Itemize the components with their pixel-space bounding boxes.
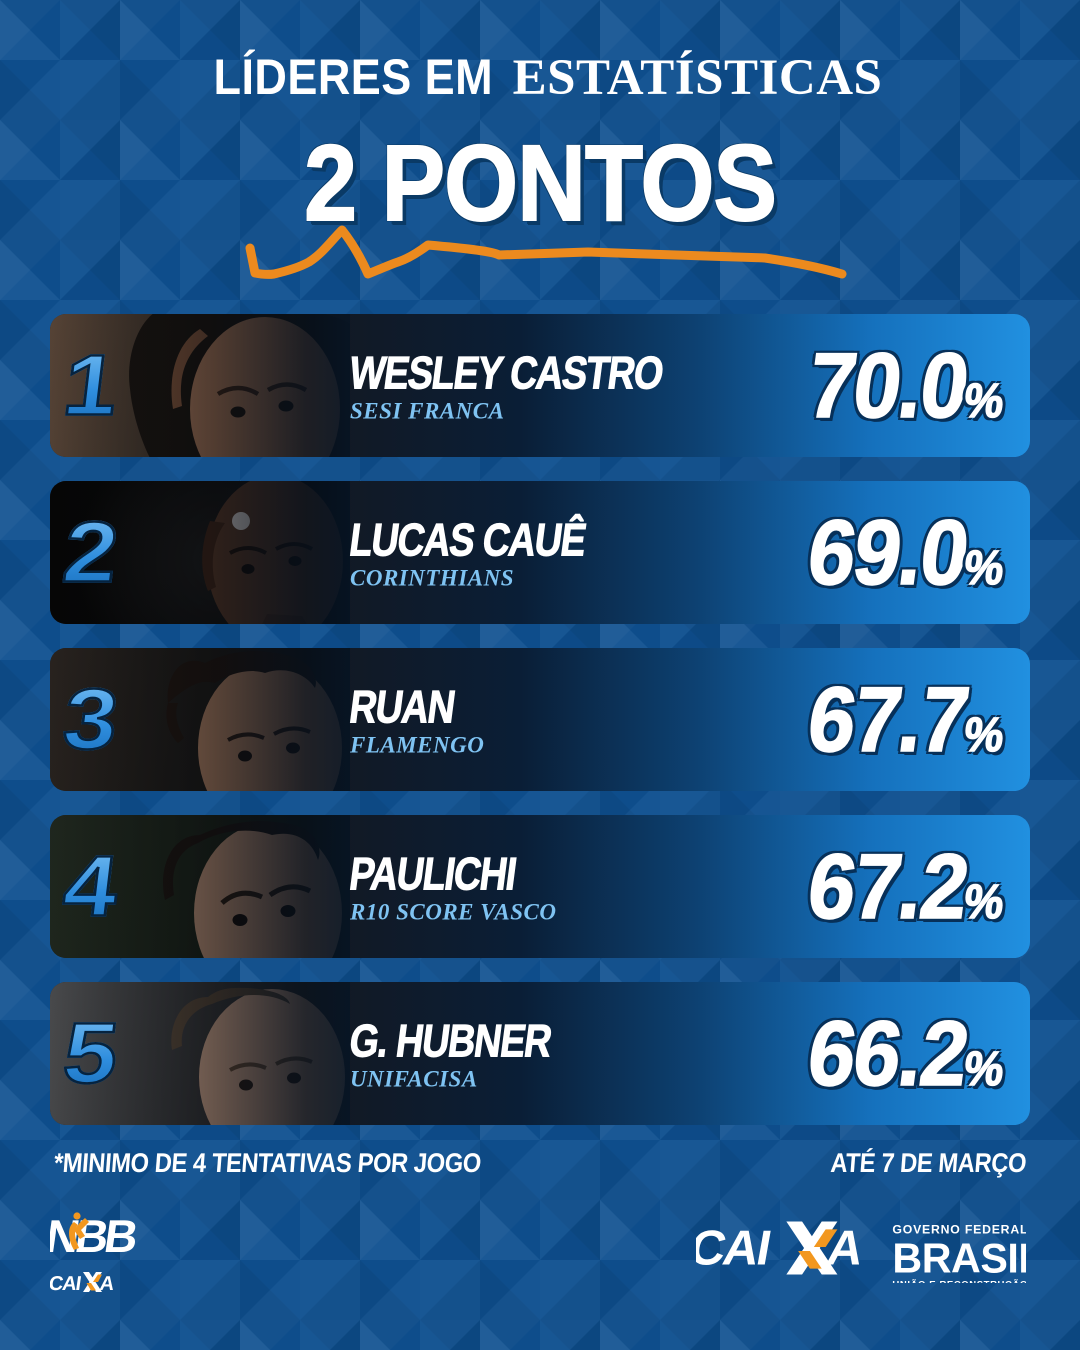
svg-text:CAI: CAI bbox=[696, 1221, 774, 1276]
svg-text:BRASIL: BRASIL bbox=[892, 1236, 1026, 1282]
svg-text:NBB: NBB bbox=[50, 1210, 140, 1262]
svg-text:GOVERNO FEDERAL: GOVERNO FEDERAL bbox=[892, 1222, 1026, 1236]
svg-text:A: A bbox=[98, 1273, 115, 1295]
svg-text:CAI: CAI bbox=[50, 1273, 82, 1295]
svg-text:UNIÃO E RECONSTRUÇÃO: UNIÃO E RECONSTRUÇÃO bbox=[892, 1279, 1026, 1283]
